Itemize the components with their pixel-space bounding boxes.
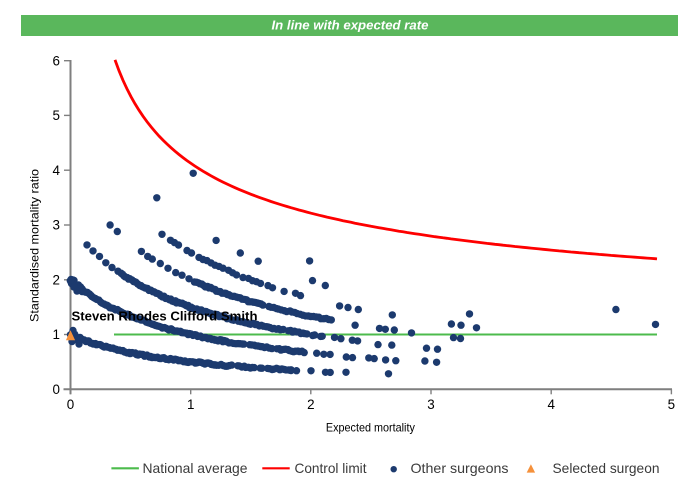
svg-text:Other surgeons: Other surgeons — [411, 461, 509, 476]
svg-text:2: 2 — [53, 273, 60, 288]
svg-text:In line with expected rate: In line with expected rate — [272, 18, 429, 33]
svg-text:0: 0 — [67, 397, 74, 412]
svg-text:4: 4 — [53, 163, 61, 178]
svg-text:3: 3 — [427, 397, 434, 412]
svg-text:1: 1 — [53, 327, 60, 342]
svg-text:National average: National average — [143, 461, 248, 476]
svg-text:Steven Rhodes Clifford Smith: Steven Rhodes Clifford Smith — [72, 309, 258, 324]
svg-text:0: 0 — [53, 382, 60, 397]
svg-text:6: 6 — [53, 53, 60, 68]
svg-text:4: 4 — [547, 397, 555, 412]
svg-text:1: 1 — [187, 397, 194, 412]
svg-text:Control limit: Control limit — [295, 461, 367, 476]
svg-text:2: 2 — [307, 397, 314, 412]
svg-text:Selected surgeon: Selected surgeon — [553, 461, 660, 476]
svg-text:Standardised mortality ratio: Standardised mortality ratio — [28, 169, 42, 322]
svg-text:5: 5 — [668, 397, 675, 412]
svg-text:3: 3 — [53, 218, 60, 233]
svg-text:Expected mortality: Expected mortality — [326, 421, 415, 435]
svg-text:5: 5 — [53, 108, 60, 123]
